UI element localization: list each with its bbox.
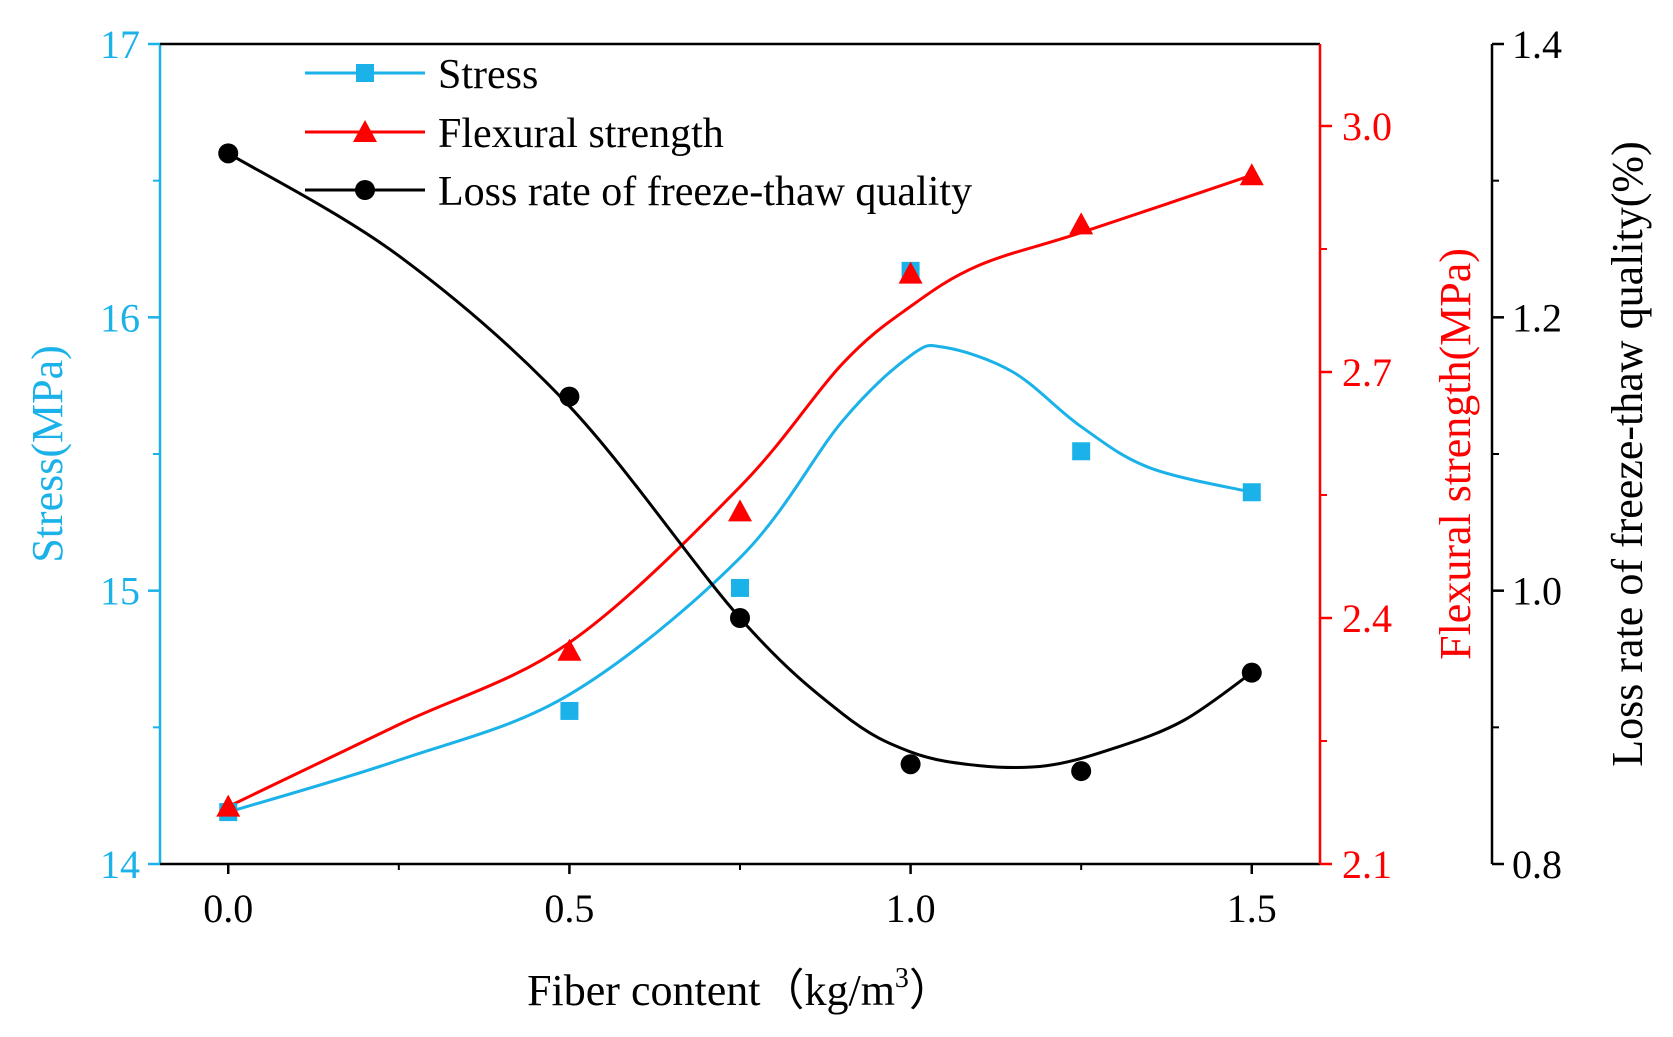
x-axis-ticks: 0.0 0.5 1.0 1.5 (203, 864, 1277, 931)
stress-tick-label: 16 (100, 295, 140, 340)
legend-label-loss-rate: Loss rate of freeze-thaw quality (438, 169, 972, 215)
flexural-axis-title: Flexural strength(MPa) (1431, 248, 1480, 660)
flexural-tick-label: 2.1 (1342, 842, 1392, 887)
fit-curve-loss-rate-of-freeze-thaw-quality (227, 152, 1253, 770)
stress-axis-title: Stress(MPa) (23, 345, 72, 563)
stress-tick-label: 15 (100, 569, 140, 614)
x-axis-title: Fiber content（kg/m3） (527, 963, 953, 1015)
loss-rate-tick-label: 0.8 (1512, 842, 1562, 887)
loss-rate-tick-label: 1.2 (1512, 295, 1562, 340)
data-markers (216, 143, 1264, 822)
flexural-axis-ticks: 2.1 2.4 2.7 3.0 (1320, 104, 1392, 887)
data-point-flexural-strength (1069, 212, 1094, 235)
data-point-loss-rate-of-freeze-thaw-quality (1241, 662, 1262, 683)
flexural-tick-label: 3.0 (1342, 104, 1392, 149)
legend-marker-flexural-strength (353, 120, 377, 142)
legend-marker-loss-rate (355, 180, 375, 200)
stress-tick-label: 17 (100, 22, 140, 67)
x-tick-label: 0.0 (203, 886, 253, 931)
fit-curve-stress (227, 344, 1253, 814)
legend-marker-stress (356, 64, 374, 82)
data-point-loss-rate-of-freeze-thaw-quality (559, 386, 580, 407)
flexural-tick-label: 2.7 (1342, 350, 1392, 395)
loss-rate-tick-label: 1.4 (1512, 22, 1562, 67)
data-point-loss-rate-of-freeze-thaw-quality (900, 754, 921, 775)
x-tick-label: 0.5 (544, 886, 594, 931)
legend-item-flexural-strength: Flexural strength (305, 111, 724, 157)
data-point-stress (1242, 483, 1261, 502)
data-point-stress (731, 578, 749, 597)
loss-rate-tick-label: 1.0 (1512, 569, 1562, 614)
data-point-loss-rate-of-freeze-thaw-quality (730, 608, 750, 628)
data-point-flexural-strength (1239, 163, 1264, 186)
flexural-tick-label: 2.4 (1342, 596, 1392, 641)
data-point-flexural-strength (728, 499, 752, 522)
x-tick-label: 1.0 (886, 886, 936, 931)
data-point-flexural-strength (216, 794, 241, 817)
legend-item-stress: Stress (305, 52, 538, 98)
data-point-loss-rate-of-freeze-thaw-quality (218, 143, 239, 164)
data-point-stress (560, 701, 579, 720)
data-point-loss-rate-of-freeze-thaw-quality (1071, 761, 1092, 782)
fit-curve-flexural-strength (227, 173, 1253, 808)
stress-tick-label: 14 (100, 842, 140, 887)
fit-curves (227, 152, 1253, 814)
stress-axis-ticks: 14 15 16 17 (100, 22, 160, 887)
data-point-flexural-strength (557, 638, 582, 661)
legend-label-stress: Stress (438, 52, 538, 98)
legend-item-loss-rate: Loss rate of freeze-thaw quality (305, 169, 972, 215)
loss-rate-axis-ticks: 0.8 1.0 1.2 1.4 (1492, 22, 1562, 887)
legend-label-flexural-strength: Flexural strength (438, 111, 724, 157)
data-point-flexural-strength (898, 261, 923, 284)
data-point-stress (1072, 442, 1091, 461)
loss-rate-axis-title: Loss rate of freeze-thaw quality(%) (1603, 141, 1652, 766)
x-tick-label: 1.5 (1227, 886, 1277, 931)
legend: Stress Flexural strength Loss rate of fr… (305, 52, 972, 215)
